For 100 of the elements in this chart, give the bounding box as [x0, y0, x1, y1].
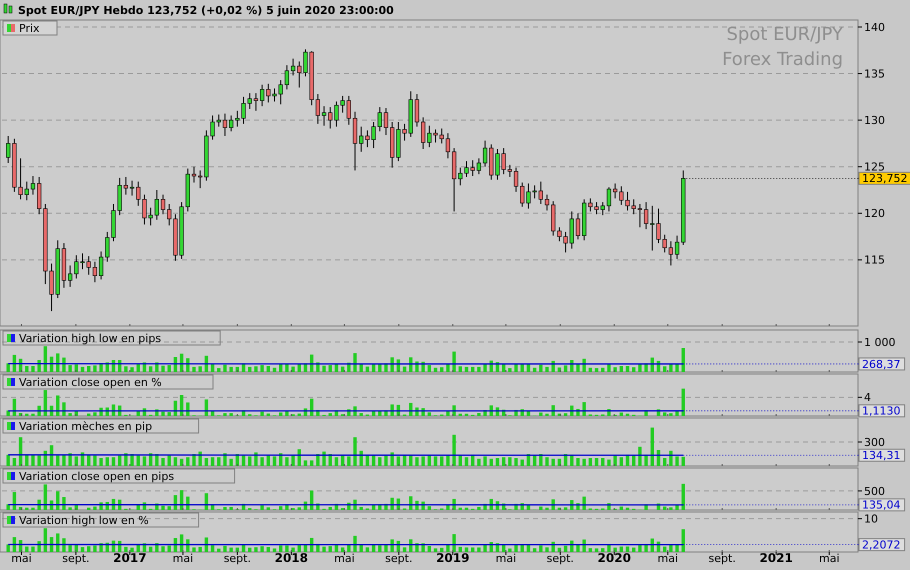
bar [328, 365, 332, 372]
bar [204, 399, 208, 416]
y-tick-label: 4 [864, 391, 871, 404]
candlestick [384, 108, 388, 136]
annotation: 268,37 [862, 358, 900, 371]
bar [136, 505, 140, 510]
bar [180, 458, 184, 466]
candlestick [49, 263, 54, 312]
bar [669, 413, 673, 416]
bar [266, 366, 270, 372]
bar [620, 412, 624, 416]
bar [440, 367, 444, 372]
bar [168, 412, 171, 416]
bar [180, 534, 184, 552]
bar [148, 546, 152, 552]
y-tick-label: 135 [864, 67, 885, 80]
candlestick [433, 128, 438, 143]
bar [539, 364, 543, 372]
bar [291, 548, 295, 552]
bar [601, 458, 604, 466]
bar [390, 357, 394, 372]
bar [360, 413, 363, 416]
bar [415, 457, 419, 466]
bar [278, 506, 282, 510]
bar [186, 539, 190, 552]
bar [366, 366, 370, 372]
bar [136, 411, 140, 416]
bar [508, 368, 512, 372]
candlestick [495, 148, 500, 180]
bar [378, 457, 382, 466]
bar [428, 506, 432, 510]
bar [68, 507, 72, 510]
bar [44, 390, 48, 416]
candlestick [328, 106, 332, 130]
bar [18, 437, 22, 466]
bar [229, 458, 233, 466]
candlestick [334, 101, 339, 128]
bar [168, 365, 171, 372]
bar [112, 457, 116, 466]
bar [613, 456, 617, 466]
bar [452, 434, 456, 466]
bar [564, 546, 568, 552]
bar [372, 454, 376, 466]
bar [80, 547, 84, 552]
bar [582, 458, 586, 466]
candlestick [625, 191, 630, 211]
bar [44, 484, 48, 510]
bar [37, 541, 41, 552]
bar [421, 456, 425, 466]
x-tick-label: mai [334, 552, 355, 565]
bar [415, 362, 419, 372]
bar [236, 366, 240, 372]
candlestick [594, 202, 599, 215]
bar [118, 456, 122, 466]
bar [477, 506, 481, 510]
bar [223, 413, 227, 416]
bar [56, 395, 60, 416]
bar [682, 484, 685, 510]
bar [136, 364, 140, 372]
bar [310, 490, 314, 510]
bar [328, 546, 332, 552]
bar [174, 495, 178, 510]
x-tick-label: 2018 [274, 551, 308, 565]
bar [285, 364, 289, 372]
bar [402, 547, 406, 552]
chart-title: Variation high low en pips [19, 332, 162, 345]
bar [248, 456, 252, 466]
bar [180, 354, 184, 372]
bar [180, 490, 184, 510]
bar [266, 547, 270, 552]
bar [594, 458, 598, 466]
bar [601, 548, 604, 552]
bar [470, 454, 474, 466]
bar [477, 458, 481, 466]
bar [68, 365, 72, 372]
bar [607, 460, 611, 466]
bar [124, 453, 128, 466]
bar [56, 533, 60, 552]
bar [229, 413, 233, 416]
bar [12, 354, 16, 372]
bar [93, 546, 97, 552]
bar [93, 412, 97, 416]
bar [310, 354, 314, 372]
bar [682, 529, 685, 552]
bar [298, 449, 301, 466]
bar [675, 544, 679, 552]
bar [278, 545, 282, 552]
bar [490, 360, 493, 372]
bar [155, 454, 159, 466]
bar [669, 450, 673, 466]
bar [520, 364, 524, 372]
bar [620, 366, 624, 372]
bar [248, 548, 252, 552]
bar [174, 357, 178, 372]
bar [452, 352, 456, 372]
bar [254, 547, 258, 552]
x-tick-label: mai [172, 552, 194, 565]
bar [520, 544, 524, 552]
bar [428, 365, 432, 372]
bar [340, 456, 344, 466]
